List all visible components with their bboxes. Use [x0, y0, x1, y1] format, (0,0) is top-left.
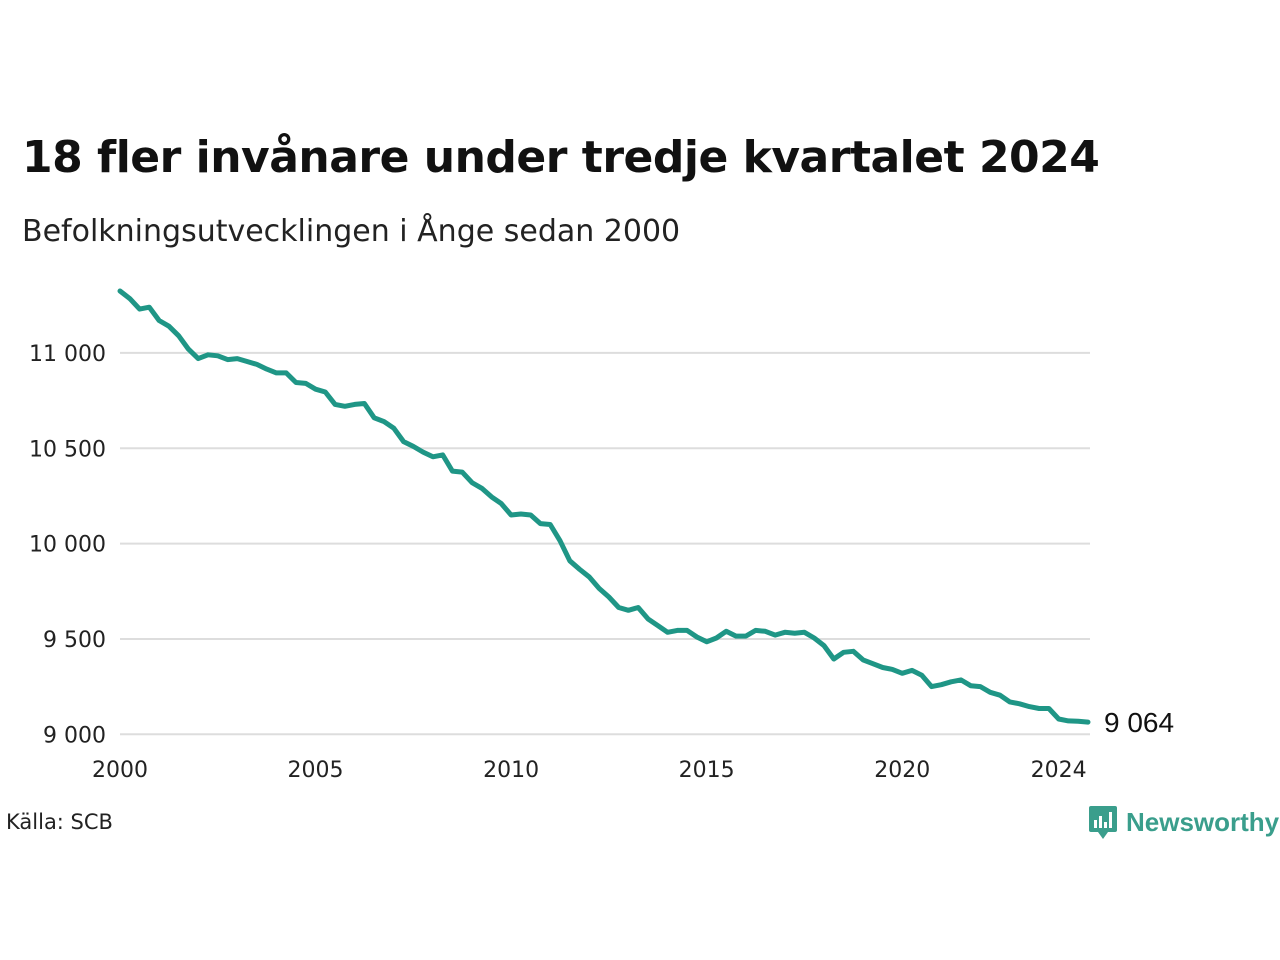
chart-title: 18 fler invånare under tredje kvartalet …: [22, 132, 1100, 183]
source-note: Källa: SCB: [6, 810, 113, 834]
x-tick-label: 2020: [874, 758, 930, 783]
x-tick-label: 2024: [1031, 758, 1087, 783]
y-tick-label: 11 000: [29, 342, 106, 367]
y-tick-label: 9 000: [43, 723, 106, 748]
newsworthy-logo: Newsworthy: [1088, 804, 1279, 840]
brand-name: Newsworthy: [1126, 806, 1280, 837]
series-layer: [117, 288, 1091, 725]
y-tick-label: 10 000: [29, 533, 106, 558]
x-tick-label: 2015: [679, 758, 735, 783]
grid-lines: [120, 351, 1090, 736]
y-tick-label: 9 500: [43, 628, 106, 653]
newsworthy-logo-icon: [1089, 806, 1117, 839]
end-value-label: 9 064: [1104, 707, 1174, 738]
x-tick-label: 2005: [288, 758, 344, 783]
x-tick-label: 2000: [92, 758, 148, 783]
x-tick-label: 2010: [483, 758, 539, 783]
annotations: 9 064: [1104, 707, 1174, 738]
chart-subtitle: Befolkningsutvecklingen i Ånge sedan 200…: [22, 214, 681, 249]
series-line: [117, 288, 1091, 725]
y-axis: 9 000 9 500 10 000 10 500 11 000: [29, 342, 106, 748]
y-tick-label: 10 500: [29, 437, 106, 462]
x-axis: 2000 2005 2010 2015 2020 2024: [92, 758, 1087, 783]
